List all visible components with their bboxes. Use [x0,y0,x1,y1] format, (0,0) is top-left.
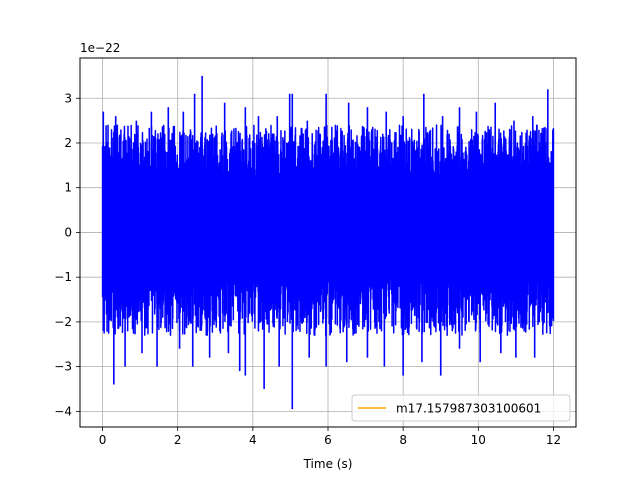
y-tick-label: −4 [54,404,72,418]
signal-series [101,75,555,410]
y-tick-label: 1 [64,181,72,195]
legend-box [351,394,571,422]
y-tick-label: 0 [64,225,72,239]
x-tick-label: 4 [249,433,257,447]
x-tick-label: 2 [174,433,182,447]
y-tick-label: −2 [54,315,72,329]
y-tick-label: 3 [64,91,72,105]
legend-label: m17.157987303100601 [396,402,541,416]
y-axis: −4 −3 −2 −1 0 1 2 3 [54,91,80,418]
y-tick-label: −3 [54,360,72,374]
x-tick-label: 8 [399,433,407,447]
y-offset-text: 1e−22 [80,41,120,55]
x-axis-label: Time (s) [303,457,353,471]
x-tick-label: 12 [546,433,561,447]
signal-trace [101,124,555,336]
x-tick-label: 10 [471,433,486,447]
x-tick-label: 6 [324,433,332,447]
y-tick-label: −1 [54,270,72,284]
legend: m17.157987303100601 [351,394,571,422]
x-tick-label: 0 [99,433,107,447]
y-tick-label: 2 [64,136,72,150]
x-axis: 0 2 4 6 8 10 12 [99,427,561,447]
